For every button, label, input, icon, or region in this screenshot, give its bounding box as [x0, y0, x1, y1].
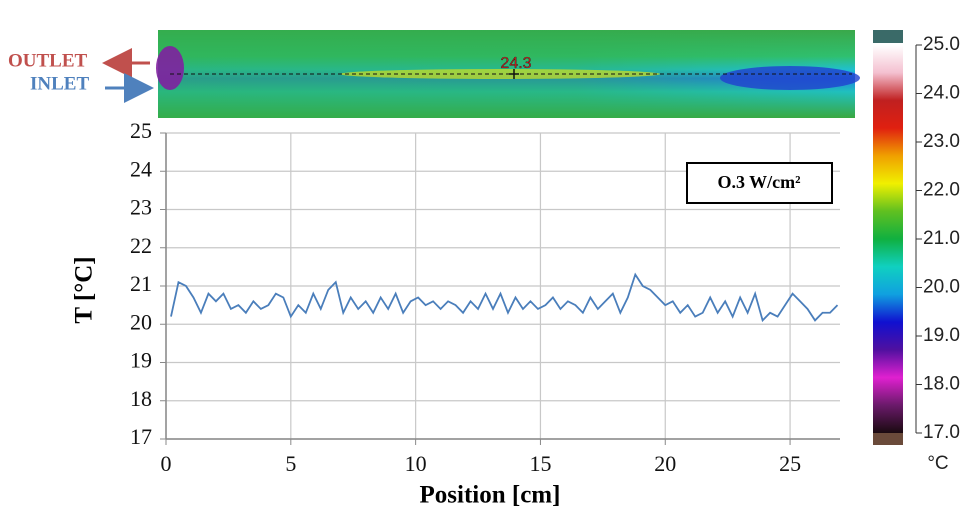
- y-tick-label: 19: [130, 348, 152, 373]
- y-tick-label: 24: [130, 156, 152, 181]
- x-tick-label: 15: [529, 451, 551, 476]
- x-tick-label: 0: [161, 451, 172, 476]
- colorbar-tick-label: 19.0: [923, 325, 960, 346]
- thermal-inlet-spot: [156, 46, 184, 90]
- x-tick-label: 10: [405, 451, 427, 476]
- x-tick-label: 20: [654, 451, 676, 476]
- x-tick-label: 25: [779, 451, 801, 476]
- colorbar-tick-label: 17.0: [923, 422, 960, 443]
- colorbar-tick-label: 20.0: [923, 277, 960, 298]
- annotation: O.3 W/cm²: [717, 172, 800, 192]
- y-tick-label: 22: [130, 233, 152, 258]
- colorbar-tick-label: 25.0: [923, 34, 960, 55]
- colorbar-tick-label: 23.0: [923, 131, 960, 152]
- colorbar-under: [873, 432, 903, 445]
- thermal-image: 24.3: [156, 30, 860, 118]
- y-tick-label: 21: [130, 271, 152, 296]
- colorbar-tick-label: 21.0: [923, 228, 960, 249]
- colorbar-tick-label: 18.0: [923, 374, 960, 395]
- spot-label: 24.3: [500, 55, 531, 72]
- y-tick-label: 17: [130, 424, 152, 449]
- x-axis-label: Position [cm]: [420, 482, 561, 509]
- x-tick-label: 5: [285, 451, 296, 476]
- colorbar-unit: °C: [927, 453, 948, 474]
- y-tick-label: 20: [130, 309, 152, 334]
- y-axis-label: T [°C]: [71, 256, 98, 323]
- colorbar-over: [873, 30, 903, 43]
- outlet-label: OUTLET: [8, 50, 88, 71]
- colorbar-tick-label: 22.0: [923, 180, 960, 201]
- y-tick-label: 25: [130, 118, 152, 143]
- inlet-label: INLET: [30, 73, 89, 94]
- chart: 24.3 OUTLET INLET O.3 W/cm² Position [cm…: [0, 0, 980, 518]
- colorbar: [873, 45, 903, 433]
- thermal-cold-band: [720, 66, 860, 90]
- data-line: [171, 275, 838, 321]
- y-tick-label: 23: [130, 195, 152, 220]
- colorbar-tick-label: 24.0: [923, 83, 960, 104]
- y-tick-label: 18: [130, 386, 152, 411]
